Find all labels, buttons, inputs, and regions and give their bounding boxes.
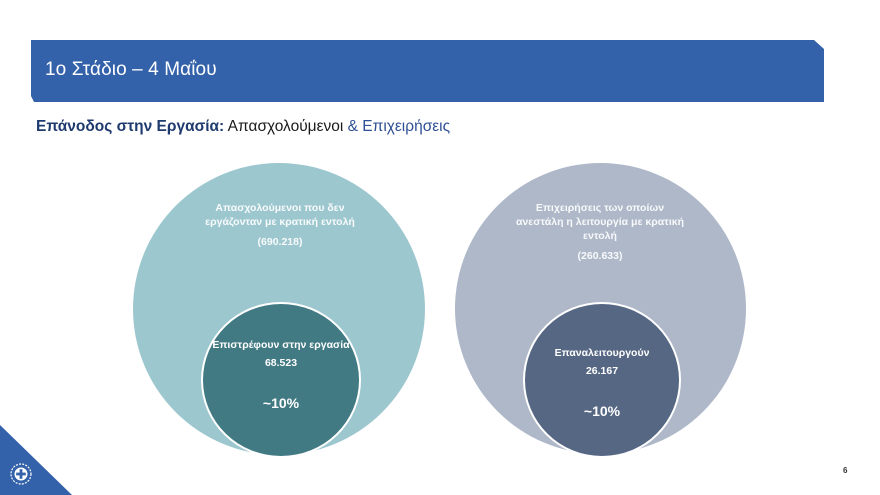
businesses-inner-label: Επαναλειτουργούν — [554, 347, 650, 359]
employees-outer-value: (690.218) — [257, 236, 303, 248]
employees-inner-value: 68.523 — [264, 357, 298, 369]
subtitle-bold: Επάνοδος στην Εργασία: — [36, 118, 225, 135]
businesses-outer-value: (260.633) — [577, 250, 623, 262]
greek-coat-of-arms-icon — [10, 463, 32, 485]
businesses-outer-label: Επιχειρήσεις των οποίων ανεστάλη η λειτο… — [515, 202, 685, 242]
businesses-inner-value: 26.167 — [585, 365, 619, 377]
subtitle-plain: Απασχολούμενοι — [224, 118, 348, 135]
employees-inner-label: Επιστρέφουν στην εργασία — [212, 339, 350, 351]
employees-inner-percent: ~10% — [262, 395, 300, 411]
slide-subtitle: Επάνοδος στην Εργασία: Απασχολούμενοι & … — [36, 118, 450, 136]
employees-outer-label: Απασχολούμενοι που δεν εργάζονταν με κρα… — [205, 202, 355, 228]
businesses-inner-percent: ~10% — [583, 403, 621, 419]
businesses-outer-label-block: Επιχειρήσεις των οποίων ανεστάλη η λειτο… — [515, 201, 685, 263]
subtitle-accent: & Επιχειρήσεις — [347, 118, 451, 135]
page-number: 6 — [843, 466, 848, 475]
businesses-inner-circle: Επαναλειτουργούν 26.167 ~10% — [523, 302, 681, 458]
employees-inner-circle: Επιστρέφουν στην εργασία 68.523 ~10% — [201, 302, 361, 458]
title-banner: 1ο Στάδιο – 4 Μαΐου — [31, 40, 824, 102]
employees-outer-label-block: Απασχολούμενοι που δεν εργάζονταν με κρα… — [195, 201, 365, 249]
slide-title: 1ο Στάδιο – 4 Μαΐου — [45, 59, 217, 80]
